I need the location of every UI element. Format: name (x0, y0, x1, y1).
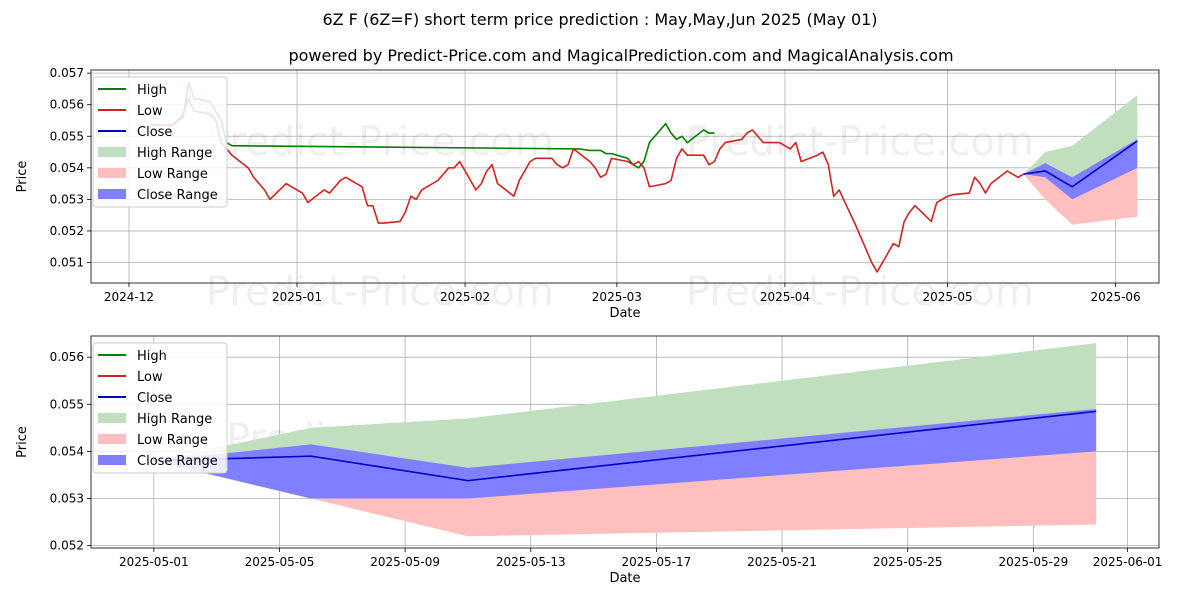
x-tick-label: 2025-02 (440, 290, 490, 304)
low-range-legend-swatch (98, 434, 126, 444)
low-range-legend-swatch (98, 168, 126, 178)
y-tick-label: 0.054 (50, 161, 84, 175)
watermark: Predict-Price.com (686, 119, 1034, 165)
y-tick-label: 0.056 (50, 98, 84, 112)
y-tick-label: 0.054 (50, 444, 84, 458)
close-range-area (1023, 139, 1138, 200)
y-tick-label: 0.056 (50, 350, 84, 364)
y-tick-label: 0.053 (50, 492, 84, 506)
y-tick-label: 0.052 (50, 539, 84, 553)
x-tick-label: 2025-05-09 (370, 555, 440, 569)
high-legend-label: High (137, 83, 167, 98)
y-tick-label: 0.052 (50, 224, 84, 238)
high-range-legend-swatch (98, 413, 126, 423)
watermark: Predict-Price.com (206, 119, 554, 165)
high-range-legend-swatch (98, 147, 126, 157)
y-axis-label: Price (15, 426, 30, 458)
x-tick-label: 2025-05-01 (119, 555, 189, 569)
legend: High Low Close High Range Low Range Close Ran… (92, 76, 228, 208)
close-range-legend-swatch (98, 455, 126, 465)
x-tick-label: 2025-04 (760, 290, 810, 304)
low-range-legend-label: Low Range (137, 167, 208, 182)
x-tick-label: 2025-03 (592, 290, 642, 304)
high-range-legend-label: High Range (137, 146, 212, 161)
top-panel: Predict-Price.com Predict-Price.com Predic… (15, 66, 1160, 321)
y-tick-label: 0.055 (50, 397, 84, 411)
close-range-legend-label: Close Range (137, 188, 218, 203)
plot-frame (90, 69, 1160, 284)
close-range-legend-label: Close Range (137, 454, 218, 469)
x-tick-label: 2025-05-13 (496, 555, 566, 569)
high-legend-label: High (137, 349, 167, 364)
plot-frame (90, 335, 1160, 549)
x-axis-label: Date (609, 306, 640, 321)
x-tick-label: 2025-05-17 (622, 555, 692, 569)
x-tick-label: 2025-05-05 (245, 555, 315, 569)
x-tick-label: 2025-01 (272, 290, 322, 304)
low-legend-label: Low (137, 104, 163, 119)
y-axis-label: Price (15, 161, 30, 193)
x-tick-label: 2025-05-25 (873, 555, 943, 569)
bottom-panel: Predict-Price.comPredict-Price.com2025-0… (15, 335, 1163, 586)
y-tick-label: 0.053 (50, 192, 84, 206)
chart-subtitle: powered by Predict-Price.com and Magical… (288, 46, 953, 65)
high-range-legend-label: High Range (137, 412, 212, 427)
x-tick-label: 2024-12 (104, 290, 154, 304)
close-range-legend-swatch (98, 189, 126, 199)
low-range-legend-label: Low Range (137, 433, 208, 448)
watermark: Predict-Price.com (206, 269, 554, 315)
close-line (153, 410, 1097, 482)
high-range-area (1023, 95, 1138, 187)
watermark: Predict-Price.com (686, 269, 1034, 315)
legend-box (92, 342, 228, 474)
x-tick-label: 2025-05-21 (747, 555, 817, 569)
close-range-area (153, 409, 1097, 499)
y-tick-label: 0.055 (50, 129, 84, 143)
y-tick-label: 0.057 (50, 66, 84, 80)
close-legend-label: Close (137, 125, 172, 140)
x-tick-label: 2025-06 (1091, 290, 1141, 304)
legend-box (92, 76, 228, 208)
high-range-area (153, 343, 1097, 481)
x-tick-label: 2025-05 (922, 290, 972, 304)
x-tick-label: 2025-05-29 (998, 555, 1068, 569)
y-tick-label: 0.051 (50, 255, 84, 269)
x-tick-label: 2025-06-01 (1093, 555, 1163, 569)
x-axis-label: Date (609, 571, 640, 586)
close-line (1023, 140, 1138, 188)
low-legend-label: Low (137, 370, 163, 385)
legend: High Low Close High Range Low Range Close Ran… (92, 342, 228, 474)
chart-title: 6Z F (6Z=F) short term price prediction … (322, 10, 877, 29)
close-legend-label: Close (137, 391, 172, 406)
low-line (150, 97, 1024, 273)
